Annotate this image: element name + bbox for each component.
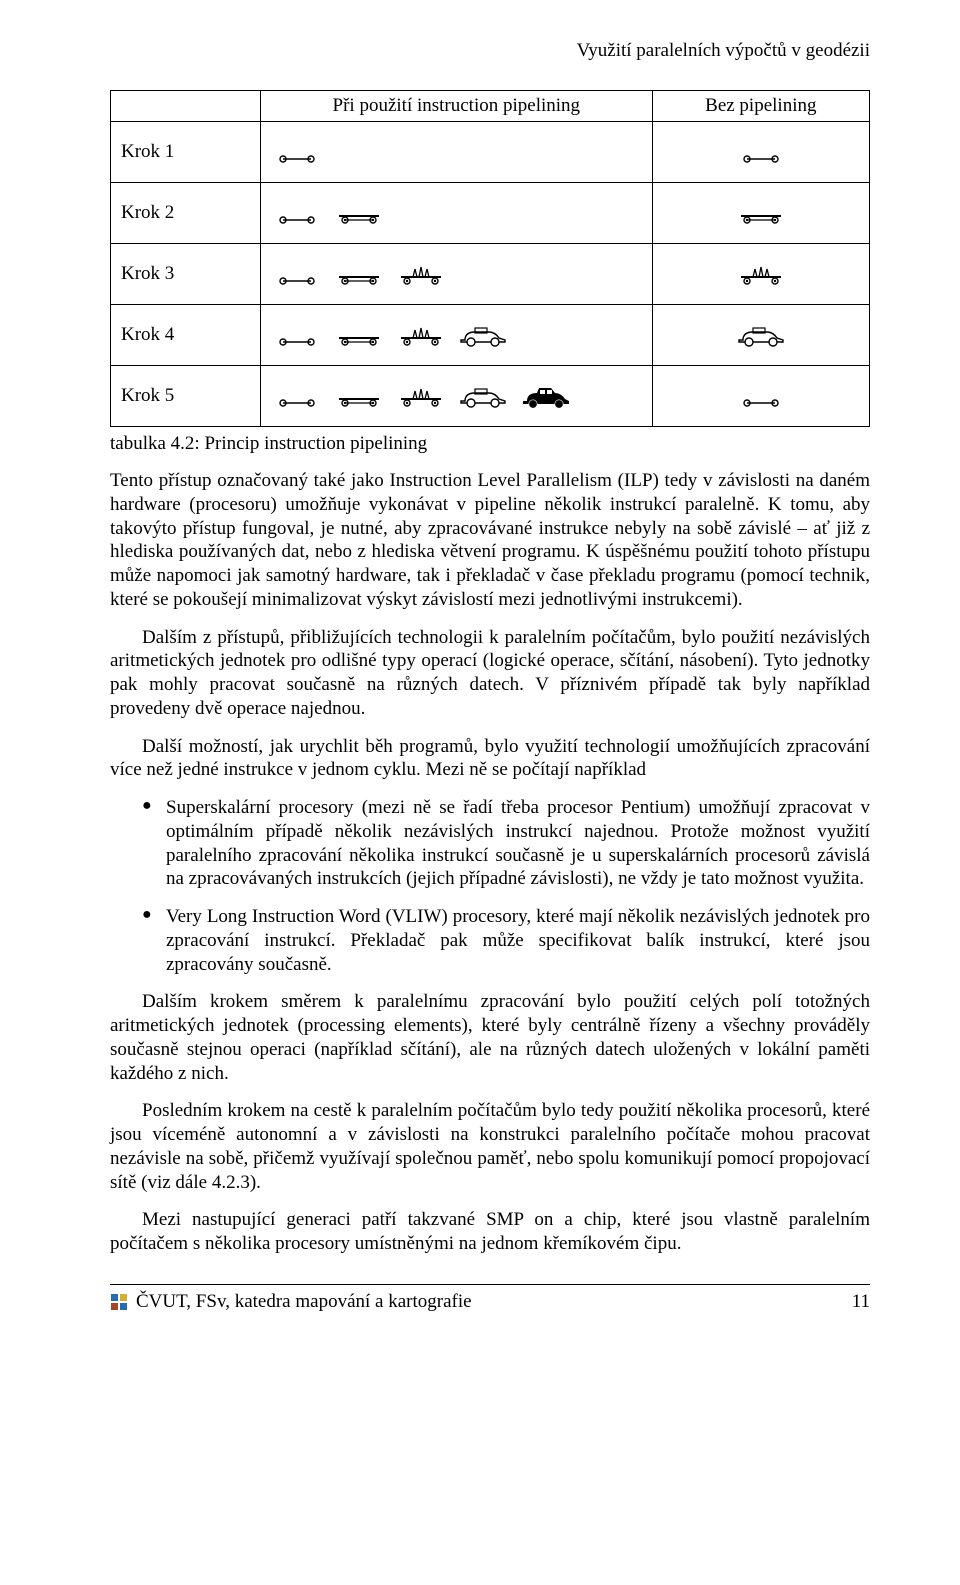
running-head: Využití paralelních výpočtů v geodézii (110, 40, 870, 62)
cell-bez-pipelining (652, 122, 869, 183)
logo-square-b (120, 1294, 127, 1301)
row-label: Krok 2 (111, 183, 261, 244)
paragraph: Další možností, jak urychlit běh program… (110, 735, 870, 783)
assembly-stage-chassis-icon (733, 137, 789, 167)
table-caption: tabulka 4.2: Princip instruction pipelin… (110, 433, 870, 455)
row-label: Krok 1 (111, 122, 261, 183)
row-label: Krok 3 (111, 244, 261, 305)
cell-with-pipelining (260, 305, 652, 366)
assembly-stage-wheels-icon (331, 381, 387, 411)
assembly-stage-body-icon (455, 381, 511, 411)
assembly-stage-wheels-icon (331, 259, 387, 289)
table-row: Krok 1 (111, 122, 870, 183)
logo-square-a (111, 1294, 118, 1301)
assembly-stage-body-icon (455, 320, 511, 350)
cell-bez-pipelining (652, 305, 869, 366)
table-header-row: Při použití instruction pipelining Bez p… (111, 91, 870, 122)
paragraph: Dalším krokem směrem k paralelnímu zprac… (110, 990, 870, 1085)
table-row: Krok 2 (111, 183, 870, 244)
col-header-blank (111, 91, 261, 122)
table-row: Krok 5 (111, 366, 870, 427)
assembly-stage-body-icon (733, 320, 789, 350)
list-item: Very Long Instruction Word (VLIW) proces… (110, 905, 870, 976)
row-label: Krok 5 (111, 366, 261, 427)
paragraph: Dalším z přístupů, přibližujících techno… (110, 626, 870, 721)
page-footer: ČVUT, FSv, katedra mapování a kartografi… (110, 1284, 870, 1313)
cell-with-pipelining (260, 183, 652, 244)
logo-square-c (111, 1303, 118, 1310)
logo-square-d (120, 1303, 127, 1310)
paragraph: Mezi nastupující generaci patří takzvané… (110, 1208, 870, 1256)
cell-with-pipelining (260, 366, 652, 427)
assembly-stage-chassis-icon (269, 381, 325, 411)
paragraph: Posledním krokem na cestě k paralelním p… (110, 1099, 870, 1194)
table-row: Krok 3 (111, 244, 870, 305)
col-header-bez: Bez pipelining (652, 91, 869, 122)
assembly-stage-engine-icon (393, 381, 449, 411)
assembly-stage-engine-icon (733, 259, 789, 289)
cell-bez-pipelining (652, 244, 869, 305)
assembly-stage-wheels-icon (331, 320, 387, 350)
page-number: 11 (852, 1291, 870, 1313)
cell-with-pipelining (260, 244, 652, 305)
col-header-with: Při použití instruction pipelining (260, 91, 652, 122)
assembly-stage-full-icon (517, 381, 573, 411)
assembly-stage-engine-icon (393, 259, 449, 289)
assembly-stage-chassis-icon (733, 381, 789, 411)
cell-bez-pipelining (652, 366, 869, 427)
assembly-stage-wheels-icon (733, 198, 789, 228)
paragraph: Tento přístup označovaný také jako Instr… (110, 469, 870, 612)
cell-bez-pipelining (652, 183, 869, 244)
row-label: Krok 4 (111, 305, 261, 366)
assembly-stage-chassis-icon (269, 137, 325, 167)
list-item: Superskalární procesory (mezi ně se řadí… (110, 796, 870, 891)
table-row: Krok 4 (111, 305, 870, 366)
assembly-stage-engine-icon (393, 320, 449, 350)
footer-logo-icon (110, 1293, 128, 1311)
assembly-stage-chassis-icon (269, 320, 325, 350)
pipeline-table: Při použití instruction pipelining Bez p… (110, 90, 870, 427)
assembly-stage-chassis-icon (269, 198, 325, 228)
footer-text: ČVUT, FSv, katedra mapování a kartografi… (136, 1291, 472, 1313)
assembly-stage-chassis-icon (269, 259, 325, 289)
cell-with-pipelining (260, 122, 652, 183)
assembly-stage-wheels-icon (331, 198, 387, 228)
